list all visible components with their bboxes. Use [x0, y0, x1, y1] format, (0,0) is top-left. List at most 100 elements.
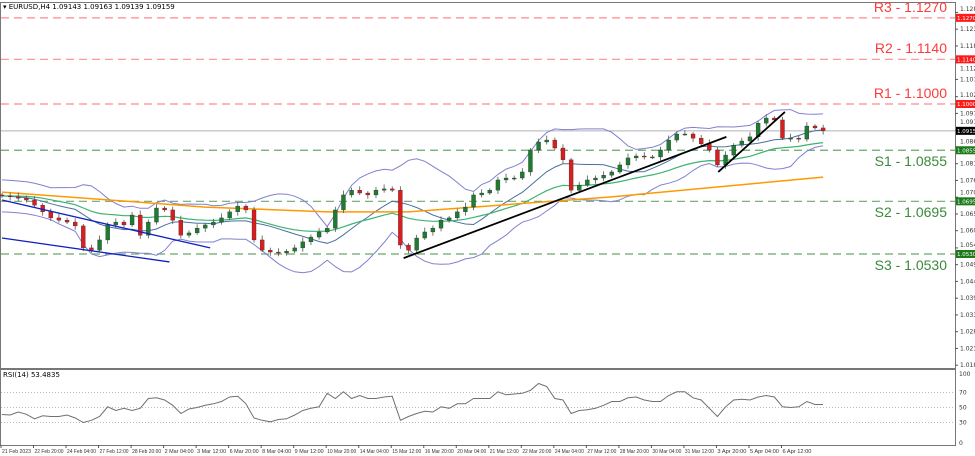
- candle: [479, 189, 484, 198]
- candle-body: [227, 211, 232, 219]
- candle: [804, 122, 810, 142]
- candle: [512, 175, 517, 181]
- candle-body: [650, 156, 655, 159]
- candle-body: [455, 211, 460, 219]
- ohlc-values: 1.09143 1.09163 1.09139 1.09159: [52, 3, 175, 11]
- candle-body: [658, 149, 663, 158]
- candle-body: [268, 249, 273, 253]
- x-tick-label: 28 Feb 20:00: [132, 449, 161, 455]
- rsi-tick-label: 0: [959, 440, 963, 447]
- x-tick-label: 3 Apr 20:00: [717, 449, 746, 455]
- chart-header: ▾ EURUSD,H4 1.09143 1.09163 1.09139 1.09…: [3, 3, 175, 11]
- x-tick-label: 16 Mar 20:00: [425, 449, 454, 455]
- level-tag-s2: [956, 197, 975, 206]
- x-tick-label: 10 Mar 20:00: [327, 449, 356, 455]
- candle: [56, 213, 62, 223]
- trendline-uptrend-short: [717, 111, 786, 173]
- candle: [764, 114, 769, 127]
- candle: [235, 202, 240, 216]
- candle-body: [707, 143, 712, 151]
- candle-body: [7, 195, 13, 198]
- candle-body: [642, 155, 647, 158]
- candle: [487, 188, 492, 195]
- x-tick-label: 20 Mar 04:00: [457, 449, 486, 455]
- y-tick-label: 1.01815: [960, 362, 975, 369]
- x-tick-label: 6 Mar 20:00: [230, 449, 259, 455]
- candle: [503, 173, 509, 184]
- level-label-r3: R3 - 1.1270: [873, 0, 947, 15]
- candle-body: [113, 221, 118, 226]
- candle-body: [24, 197, 29, 201]
- candle: [674, 131, 679, 143]
- symbol-label: EURUSD,H4: [8, 3, 51, 11]
- candle-body: [194, 227, 200, 234]
- candle: [186, 230, 192, 238]
- candle: [325, 226, 330, 234]
- candle-body: [146, 221, 151, 236]
- candle: [243, 204, 249, 214]
- candle-body: [203, 224, 208, 229]
- y-tick-label: 1.02340: [960, 345, 975, 352]
- candle-body: [438, 220, 444, 229]
- moving-average-fast: [1, 142, 824, 232]
- candle: [170, 206, 175, 224]
- candle: [227, 209, 232, 220]
- candle-body: [97, 239, 102, 251]
- candle-body: [739, 140, 744, 146]
- level-label-s2: S2 - 1.0695: [874, 204, 947, 221]
- candle-body: [276, 251, 281, 254]
- x-tick-label: 2 Mar 04:00: [165, 449, 194, 455]
- candle: [292, 244, 297, 254]
- candle-body: [796, 137, 801, 140]
- level-tag-text: 1.05300: [957, 252, 975, 258]
- y-tick-label: 1.02865: [960, 329, 975, 336]
- y-tick-label: 1.06555: [960, 211, 975, 218]
- candle-body: [820, 127, 826, 131]
- candle: [32, 196, 37, 208]
- candle: [568, 157, 574, 194]
- x-tick-label: 14 Mar 04:00: [360, 449, 389, 455]
- candle: [536, 138, 541, 154]
- candle: [666, 135, 671, 154]
- level-tag-r1: [956, 100, 975, 108]
- candle-body: [568, 159, 574, 191]
- candle-body: [422, 231, 427, 239]
- candle: [81, 223, 86, 252]
- y-tick-label: 1.09180: [960, 119, 975, 126]
- candle-body: [56, 217, 62, 221]
- candle: [422, 227, 427, 240]
- bollinger-lower: [1, 145, 824, 274]
- candle: [64, 217, 70, 224]
- candle-body: [89, 247, 94, 251]
- candle-body: [390, 188, 395, 191]
- candle-body: [430, 227, 436, 233]
- candle: [446, 216, 452, 223]
- candle: [268, 247, 273, 256]
- candle-body: [398, 190, 403, 246]
- candle: [609, 170, 614, 178]
- candle-body: [365, 192, 371, 196]
- candle-body: [536, 141, 541, 151]
- collapse-triangle-icon[interactable]: ▾: [3, 3, 9, 11]
- candle: [731, 143, 736, 159]
- candle: [560, 144, 566, 164]
- level-label-r1: R1 - 1.1000: [873, 85, 947, 101]
- rsi-tick-label: 70: [959, 390, 967, 397]
- candle-body: [463, 206, 468, 213]
- x-tick-label: 27 Feb 12:00: [100, 449, 129, 455]
- candle-body: [105, 224, 110, 241]
- candle: [650, 155, 655, 159]
- candle: [430, 225, 436, 236]
- candle-body: [0, 194, 5, 197]
- level-tag-r2: [956, 55, 975, 64]
- bollinger-upper: [1, 109, 824, 228]
- trendline-channel-lower: [1, 237, 170, 263]
- candle-body: [373, 190, 379, 196]
- candle-body: [593, 177, 598, 181]
- candle: [308, 234, 314, 246]
- x-tick-label: 22 Mar 20:00: [522, 449, 551, 455]
- candle: [788, 133, 793, 142]
- candle: [463, 202, 468, 216]
- candle-body: [731, 145, 736, 156]
